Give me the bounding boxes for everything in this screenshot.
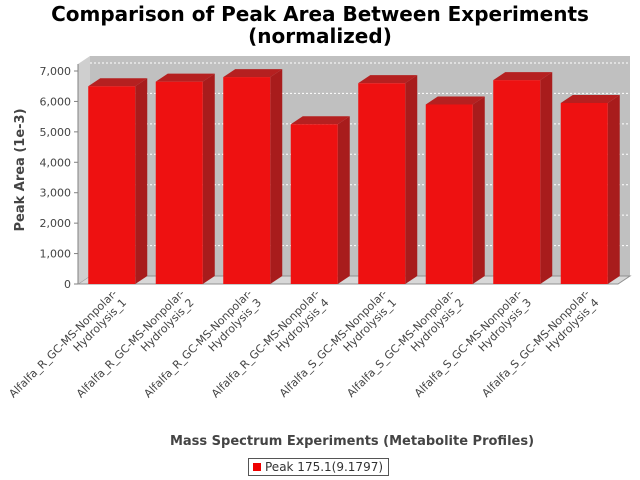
bar-top <box>88 78 148 87</box>
bar-side <box>472 96 485 284</box>
bars <box>88 69 620 285</box>
y-axis-ticks: 0 1,000 2,000 3,000 4,000 5,000 6,000 7,000 <box>40 65 78 291</box>
x-tick-label-line: Alfalfa_S_GC-MS-Nonpolar- <box>412 287 525 400</box>
bar <box>425 96 485 284</box>
bar-side <box>337 116 350 284</box>
chart-subtitle: (normalized) <box>248 24 392 48</box>
bar-top <box>560 94 620 103</box>
chart-title: Comparison of Peak Area Between Experime… <box>51 2 589 26</box>
bar-front <box>425 104 473 284</box>
x-axis-label: Mass Spectrum Experiments (Metabolite Pr… <box>170 434 534 449</box>
bar <box>358 75 418 285</box>
bar-side <box>540 72 553 284</box>
bar-side <box>135 78 148 284</box>
legend-swatch <box>253 463 261 471</box>
bar-front <box>493 80 541 284</box>
y-tick-label: 4,000 <box>40 156 72 169</box>
x-tick-label-line: Alfalfa_S_GC-MS-Nonpolar- <box>344 287 457 400</box>
bar-top <box>223 69 283 78</box>
bar-front <box>290 124 338 284</box>
bar-top <box>425 96 485 105</box>
bar <box>88 78 148 284</box>
y-tick-label: 3,000 <box>40 187 72 200</box>
bar-side <box>405 75 418 285</box>
bar-top <box>358 75 418 84</box>
x-tick-label: Alfalfa_R_GC-MS-Nonpolar-Hydrolysis_1 <box>6 287 129 410</box>
legend: Peak 175.1(9.1797) <box>248 458 390 476</box>
y-axis-label: Peak Area (1e-3) <box>13 108 28 231</box>
bar <box>560 94 620 284</box>
y-tick-label: 1,000 <box>40 248 72 261</box>
bar-side <box>202 73 215 285</box>
bar <box>223 69 283 284</box>
bar <box>493 72 553 284</box>
x-tick-label-line: Alfalfa_R_GC-MS-Nonpolar- <box>141 287 254 400</box>
legend-label: Peak 175.1(9.1797) <box>265 460 384 474</box>
bar-top <box>290 116 350 125</box>
bar-front <box>560 102 608 284</box>
bar <box>290 116 350 284</box>
bar-top <box>493 72 553 81</box>
x-tick-label-line: Alfalfa_R_GC-MS-Nonpolar- <box>209 287 322 400</box>
bar-front <box>88 86 136 284</box>
bar-front <box>155 81 203 285</box>
bar-front <box>223 77 271 284</box>
x-tick-label-line: Alfalfa_S_GC-MS-Nonpolar- <box>479 287 592 400</box>
bar-top <box>155 73 215 82</box>
x-tick-label-line: Alfalfa_S_GC-MS-Nonpolar- <box>277 287 390 400</box>
bar-front <box>358 83 406 285</box>
y-tick-label: 2,000 <box>40 217 72 230</box>
x-axis-tick-labels: Alfalfa_R_GC-MS-Nonpolar-Hydrolysis_1Alf… <box>6 287 601 410</box>
bar-side <box>270 69 283 284</box>
y-tick-label: 0 <box>64 278 71 291</box>
x-tick-label-line: Alfalfa_R_GC-MS-Nonpolar- <box>74 287 187 400</box>
x-tick-label-line: Alfalfa_R_GC-MS-Nonpolar- <box>6 287 119 400</box>
plot-left-wall <box>78 56 90 284</box>
y-tick-label: 6,000 <box>40 95 72 108</box>
bar <box>155 73 215 285</box>
y-tick-label: 7,000 <box>40 65 72 78</box>
y-tick-label: 5,000 <box>40 126 72 139</box>
bar-side <box>607 94 620 284</box>
